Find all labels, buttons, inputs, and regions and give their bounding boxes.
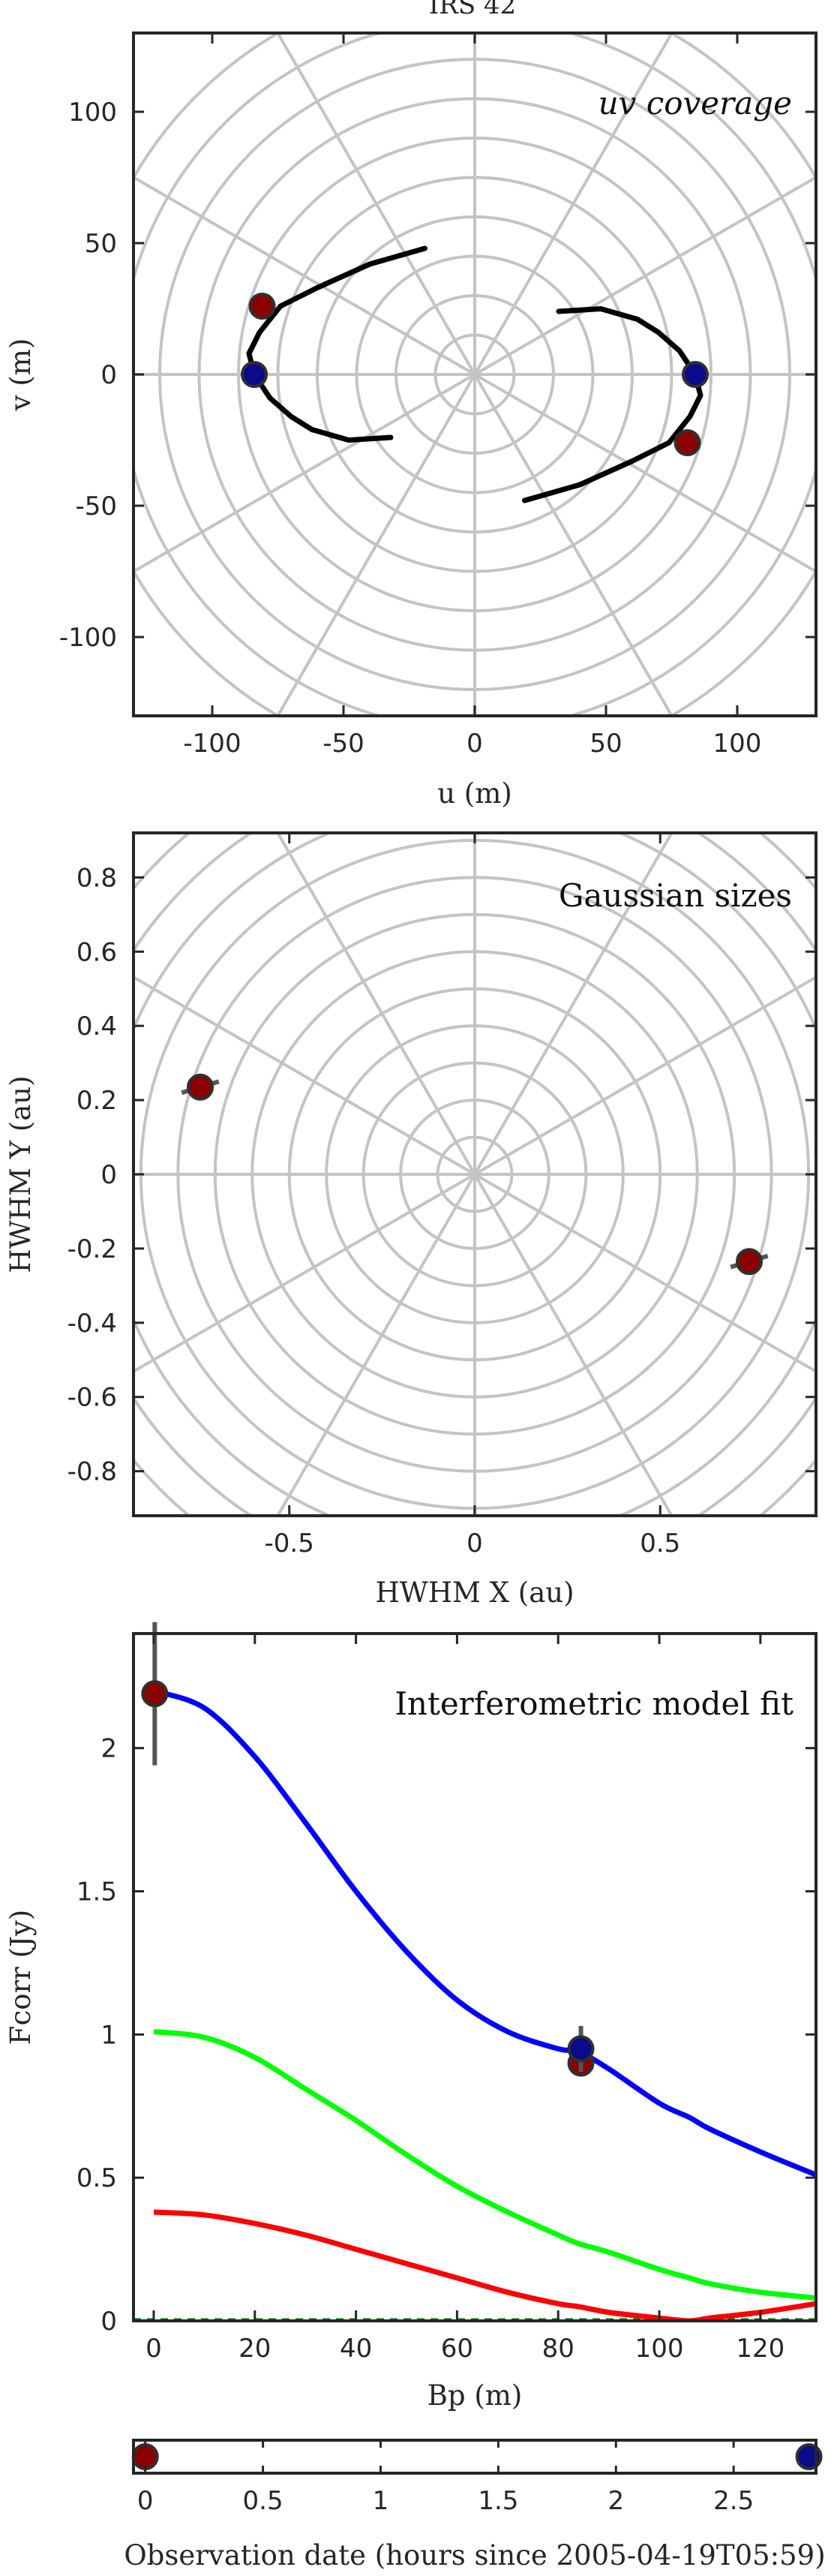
uv-xtick-label-3: 50 xyxy=(590,729,622,759)
gauss-xtick-label-2: 0.5 xyxy=(640,1528,680,1559)
uv-point-1 xyxy=(674,429,701,456)
gauss-annotation: Gaussian sizes xyxy=(559,877,792,914)
uv-xlabel: u (m) xyxy=(437,777,512,810)
fit-point-2 xyxy=(567,2035,595,2063)
fit-ytick-label-2: 1 xyxy=(100,2020,117,2050)
fit-panel: 0 20 40 60 80 100 120 0 0.5 1 1.5 2 Interferometric… xyxy=(4,1622,818,2412)
uv-panel: -100 -50 0 50 100 -100 -50 0 50 100 uv coverage u… xyxy=(4,32,818,810)
gauss-point-0 xyxy=(187,1073,214,1101)
fit-series-1 xyxy=(153,2029,816,2301)
time-ticks: 0 0.5 1 1.5 2 2.5 xyxy=(137,2440,754,2516)
uv-point-2 xyxy=(241,361,268,388)
fit-ticks: 0 20 40 60 80 100 120 0 0.5 1 1.5 2 xyxy=(76,1634,816,2364)
gauss-xtick-label-1: 0 xyxy=(466,1528,483,1559)
gauss-points xyxy=(181,1073,769,1276)
time-panel: 0 0.5 1 1.5 2 2.5 Observation date (hours sin… xyxy=(124,2439,826,2571)
uv-xtick-label-4: 100 xyxy=(713,729,762,759)
gauss-ytick-label-8: 0.8 xyxy=(76,863,117,893)
fit-ylabel: Fcorr (Jy) xyxy=(4,1910,37,2045)
fit-points xyxy=(141,1622,595,2077)
gauss-grid-spoke-4 xyxy=(275,833,674,1516)
uv-ytick-label-0: -100 xyxy=(59,623,117,653)
uv-ylabel: v (m) xyxy=(4,338,37,412)
gauss-xlabel: HWHM X (au) xyxy=(375,1577,574,1609)
gauss-point-1 xyxy=(735,1248,763,1276)
fit-xtick-label-2: 40 xyxy=(340,2334,372,2364)
gauss-ytick-label-0: -0.8 xyxy=(68,1457,117,1487)
fit-ytick-label-4: 2 xyxy=(100,1734,117,1764)
fit-xtick-label-3: 60 xyxy=(441,2334,473,2364)
time-xlabel: Observation date (hours since 2005-04-19… xyxy=(124,2539,825,2571)
uv-points xyxy=(241,293,709,456)
time-xtick-label-3: 1.5 xyxy=(478,2486,518,2516)
time-xtick-label-4: 2 xyxy=(608,2486,624,2516)
time-point-0 xyxy=(131,2443,159,2470)
fit-frame xyxy=(132,1632,818,2322)
gauss-ytick-label-2: -0.4 xyxy=(68,1309,117,1339)
gauss-xtick-label-0: -0.5 xyxy=(265,1528,314,1559)
time-points xyxy=(131,2443,823,2470)
uv-ytick-label-3: 50 xyxy=(85,229,117,259)
gauss-ylabel: HWHM Y (au) xyxy=(4,1075,37,1273)
fit-xtick-label-0: 0 xyxy=(146,2334,162,2364)
uv-point-3 xyxy=(682,361,709,388)
fit-xtick-label-5: 100 xyxy=(635,2334,684,2364)
time-xtick-label-5: 2.5 xyxy=(713,2486,754,2516)
time-xtick-label-2: 1 xyxy=(373,2486,389,2516)
uv-ytick-label-2: 0 xyxy=(100,360,117,390)
gauss-ytick-label-4: 0 xyxy=(100,1160,117,1190)
uv-point-0 xyxy=(248,293,276,320)
uv-ytick-label-4: 100 xyxy=(68,98,117,128)
time-xtick-label-1: 0.5 xyxy=(243,2486,284,2516)
fit-annotation: Interferometric model fit xyxy=(394,1685,794,1722)
uv-xtick-label-0: -100 xyxy=(183,729,241,759)
gauss-ytick-label-7: 0.6 xyxy=(76,937,117,967)
fit-point-0 xyxy=(141,1680,169,1708)
uv-annotation: uv coverage xyxy=(598,85,792,122)
uv-ticks: -100 -50 0 50 100 -100 -50 0 50 100 xyxy=(59,33,816,759)
uv-track-right xyxy=(522,306,704,503)
gauss-grid-spoke-5 xyxy=(134,975,816,1374)
fit-xtick-label-1: 20 xyxy=(238,2334,271,2364)
gauss-ticks: -0.5 0 0.5 -0.8 -0.6 -0.4 -0.2 0 0.2 0.4 0.6 0.8 xyxy=(68,833,816,1559)
uv-xtick-label-2: 0 xyxy=(466,729,483,759)
gauss-ytick-label-3: -0.2 xyxy=(68,1234,117,1264)
fit-ytick-label-3: 1.5 xyxy=(76,1877,117,1907)
figure-title: IRS 42 xyxy=(429,0,516,20)
gauss-ytick-label-1: -0.6 xyxy=(68,1383,117,1413)
gauss-ytick-label-5: 0.2 xyxy=(76,1086,117,1116)
fit-lines xyxy=(134,1688,816,2321)
fit-series-0 xyxy=(152,1688,816,2178)
fit-ytick-label-0: 0 xyxy=(100,2307,117,2337)
fit-xtick-label-4: 80 xyxy=(542,2334,574,2364)
fit-series-2 xyxy=(153,2209,816,2321)
uv-grid-spoke-5 xyxy=(134,175,816,574)
uv-polar-grid xyxy=(134,33,816,716)
uv-xtick-label-1: -50 xyxy=(322,729,364,759)
uv-track-left xyxy=(246,245,428,443)
fit-xtick-label-6: 120 xyxy=(736,2334,784,2364)
fit-ytick-label-1: 0.5 xyxy=(76,2163,117,2193)
time-frame xyxy=(132,2439,818,2475)
gauss-grid-spoke-2 xyxy=(275,833,674,1516)
time-xtick-label-0: 0 xyxy=(137,2486,154,2516)
fit-xlabel: Bp (m) xyxy=(428,2379,523,2412)
gauss-ytick-label-6: 0.4 xyxy=(76,1011,117,1042)
uv-ytick-label-1: -50 xyxy=(75,491,117,522)
